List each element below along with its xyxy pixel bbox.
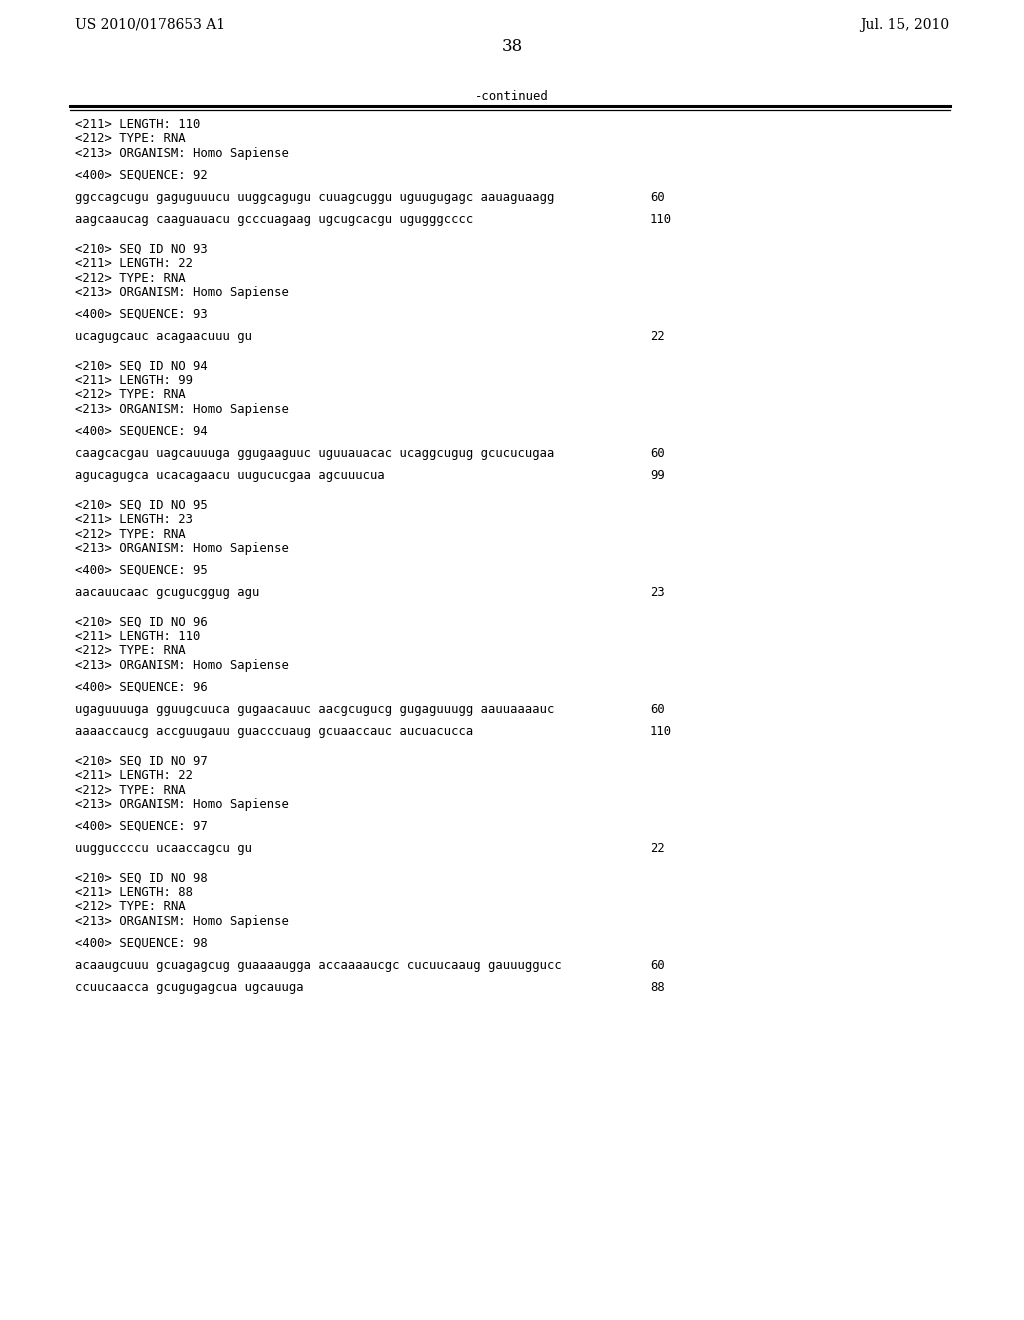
Text: <211> LENGTH: 22: <211> LENGTH: 22 [75,770,193,781]
Text: <212> TYPE: RNA: <212> TYPE: RNA [75,528,185,540]
Text: <400> SEQUENCE: 97: <400> SEQUENCE: 97 [75,820,208,833]
Text: <213> ORGANISM: Homo Sapiense: <213> ORGANISM: Homo Sapiense [75,659,289,672]
Text: <212> TYPE: RNA: <212> TYPE: RNA [75,784,185,796]
Text: <212> TYPE: RNA: <212> TYPE: RNA [75,272,185,285]
Text: aaaaccaucg accguugauu guacccuaug gcuaaccauc aucuacucca: aaaaccaucg accguugauu guacccuaug gcuaacc… [75,725,473,738]
Text: 88: 88 [650,981,665,994]
Text: <400> SEQUENCE: 94: <400> SEQUENCE: 94 [75,425,208,438]
Text: <210> SEQ ID NO 93: <210> SEQ ID NO 93 [75,243,208,256]
Text: 110: 110 [650,725,672,738]
Text: 23: 23 [650,586,665,599]
Text: 22: 22 [650,842,665,855]
Text: aacauucaac gcugucggug agu: aacauucaac gcugucggug agu [75,586,259,599]
Text: 38: 38 [502,38,522,55]
Text: <211> LENGTH: 88: <211> LENGTH: 88 [75,886,193,899]
Text: <213> ORGANISM: Homo Sapiense: <213> ORGANISM: Homo Sapiense [75,403,289,416]
Text: <212> TYPE: RNA: <212> TYPE: RNA [75,388,185,401]
Text: <210> SEQ ID NO 98: <210> SEQ ID NO 98 [75,871,208,884]
Text: acaaugcuuu gcuagagcug guaaaaugga accaaaaucgc cucuucaaug gauuuggucc: acaaugcuuu gcuagagcug guaaaaugga accaaaa… [75,960,562,972]
Text: agucagugca ucacagaacu uugucucgaa agcuuucua: agucagugca ucacagaacu uugucucgaa agcuuuc… [75,469,385,482]
Text: <211> LENGTH: 99: <211> LENGTH: 99 [75,374,193,387]
Text: <210> SEQ ID NO 97: <210> SEQ ID NO 97 [75,755,208,767]
Text: 60: 60 [650,960,665,972]
Text: <212> TYPE: RNA: <212> TYPE: RNA [75,644,185,657]
Text: ucagugcauc acagaacuuu gu: ucagugcauc acagaacuuu gu [75,330,252,343]
Text: <210> SEQ ID NO 94: <210> SEQ ID NO 94 [75,359,208,372]
Text: ggccagcugu gaguguuucu uuggcagugu cuuagcuggu uguugugagc aauaguaagg: ggccagcugu gaguguuucu uuggcagugu cuuagcu… [75,191,554,205]
Text: <400> SEQUENCE: 98: <400> SEQUENCE: 98 [75,937,208,950]
Text: <210> SEQ ID NO 96: <210> SEQ ID NO 96 [75,615,208,628]
Text: <400> SEQUENCE: 96: <400> SEQUENCE: 96 [75,681,208,694]
Text: aagcaaucag caaguauacu gcccuagaag ugcugcacgu ugugggcccc: aagcaaucag caaguauacu gcccuagaag ugcugca… [75,213,473,226]
Text: <213> ORGANISM: Homo Sapiense: <213> ORGANISM: Homo Sapiense [75,543,289,554]
Text: uugguccccu ucaaccagcu gu: uugguccccu ucaaccagcu gu [75,842,252,855]
Text: <212> TYPE: RNA: <212> TYPE: RNA [75,900,185,913]
Text: <400> SEQUENCE: 92: <400> SEQUENCE: 92 [75,169,208,182]
Text: <213> ORGANISM: Homo Sapiense: <213> ORGANISM: Homo Sapiense [75,799,289,810]
Text: ugaguuuuga gguugcuuca gugaacauuc aacgcugucg gugaguuugg aauuaaaauc: ugaguuuuga gguugcuuca gugaacauuc aacgcug… [75,704,554,715]
Text: <211> LENGTH: 22: <211> LENGTH: 22 [75,257,193,271]
Text: <211> LENGTH: 23: <211> LENGTH: 23 [75,513,193,525]
Text: <213> ORGANISM: Homo Sapiense: <213> ORGANISM: Homo Sapiense [75,286,289,300]
Text: 60: 60 [650,191,665,205]
Text: 60: 60 [650,447,665,459]
Text: <211> LENGTH: 110: <211> LENGTH: 110 [75,630,201,643]
Text: US 2010/0178653 A1: US 2010/0178653 A1 [75,18,225,32]
Text: Jul. 15, 2010: Jul. 15, 2010 [860,18,949,32]
Text: <212> TYPE: RNA: <212> TYPE: RNA [75,132,185,145]
Text: <400> SEQUENCE: 95: <400> SEQUENCE: 95 [75,564,208,577]
Text: <210> SEQ ID NO 95: <210> SEQ ID NO 95 [75,499,208,511]
Text: -continued: -continued [475,90,549,103]
Text: ccuucaacca gcugugagcua ugcauuga: ccuucaacca gcugugagcua ugcauuga [75,981,304,994]
Text: caagcacgau uagcauuuga ggugaaguuc uguuauacac ucaggcugug gcucucugaa: caagcacgau uagcauuuga ggugaaguuc uguuaua… [75,447,554,459]
Text: <211> LENGTH: 110: <211> LENGTH: 110 [75,117,201,131]
Text: <213> ORGANISM: Homo Sapiense: <213> ORGANISM: Homo Sapiense [75,147,289,160]
Text: 99: 99 [650,469,665,482]
Text: <213> ORGANISM: Homo Sapiense: <213> ORGANISM: Homo Sapiense [75,915,289,928]
Text: 110: 110 [650,213,672,226]
Text: <400> SEQUENCE: 93: <400> SEQUENCE: 93 [75,308,208,321]
Text: 60: 60 [650,704,665,715]
Text: 22: 22 [650,330,665,343]
